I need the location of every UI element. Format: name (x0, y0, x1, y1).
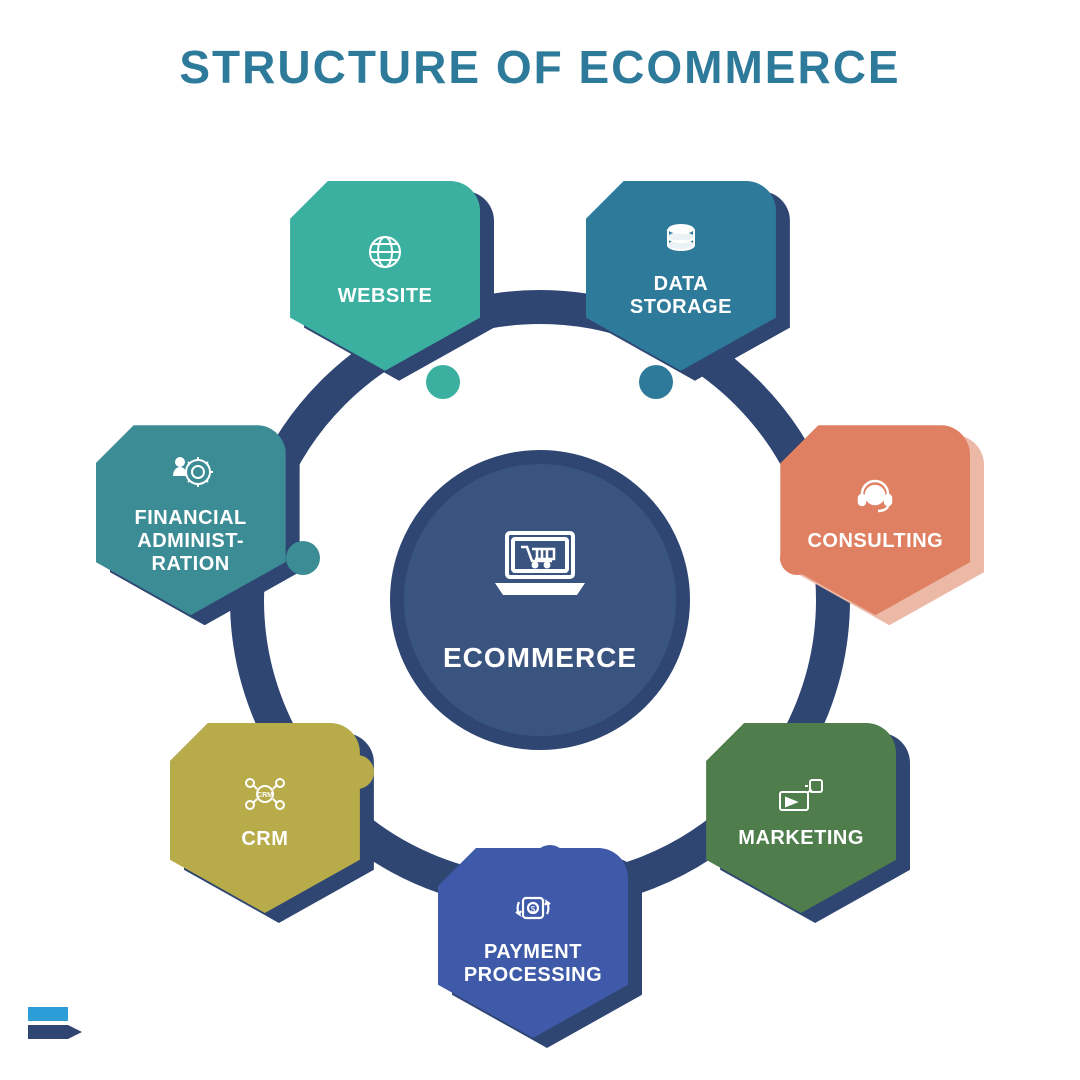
headset-icon (854, 475, 896, 522)
node-consulting: CONSULTING (780, 425, 984, 629)
laptop-cart-icon (485, 527, 595, 622)
node-website: WEBSITE (290, 181, 494, 385)
node-finance: FINANCIAL ADMINIST- RATION (96, 425, 300, 629)
node-data-storage: DATA STORAGE (586, 181, 790, 385)
node-label: FINANCIAL ADMINIST- RATION (135, 507, 247, 576)
puzzle-connector (426, 365, 460, 399)
node-label: CONSULTING (807, 530, 943, 553)
brand-logo (28, 1003, 88, 1052)
page-title: STRUCTURE OF ECOMMERCE (0, 40, 1080, 94)
puzzle-connector (533, 845, 567, 879)
megaphone-icon (778, 774, 824, 819)
node-marketing: MARKETING (706, 723, 910, 927)
center-label: ECOMMERCE (443, 642, 637, 674)
puzzle-connector (726, 755, 760, 789)
center-circle: ECOMMERCE (390, 450, 690, 750)
svg-text:CRM: CRM (257, 792, 273, 799)
finance-icon (168, 452, 214, 499)
node-payment: $ PAYMENT PROCESSING (438, 848, 642, 1052)
node-label: WEBSITE (338, 285, 433, 308)
crm-icon: CRM (242, 773, 288, 820)
node-label: PAYMENT PROCESSING (464, 941, 602, 987)
payment-icon: $ (511, 888, 555, 933)
svg-text:$: $ (531, 905, 536, 914)
globe-icon (365, 232, 405, 277)
puzzle-connector (286, 541, 320, 575)
node-crm: CRM CRM (170, 723, 374, 927)
puzzle-connector (639, 365, 673, 399)
puzzle-connector (340, 755, 374, 789)
node-label: MARKETING (738, 827, 864, 850)
node-label: CRM (241, 828, 288, 851)
database-icon (661, 220, 701, 265)
node-label: DATA STORAGE (630, 273, 732, 319)
ecommerce-diagram: ECOMMERCE WEBSITE DATA STORAGE CONSULTING M… (100, 160, 980, 1040)
